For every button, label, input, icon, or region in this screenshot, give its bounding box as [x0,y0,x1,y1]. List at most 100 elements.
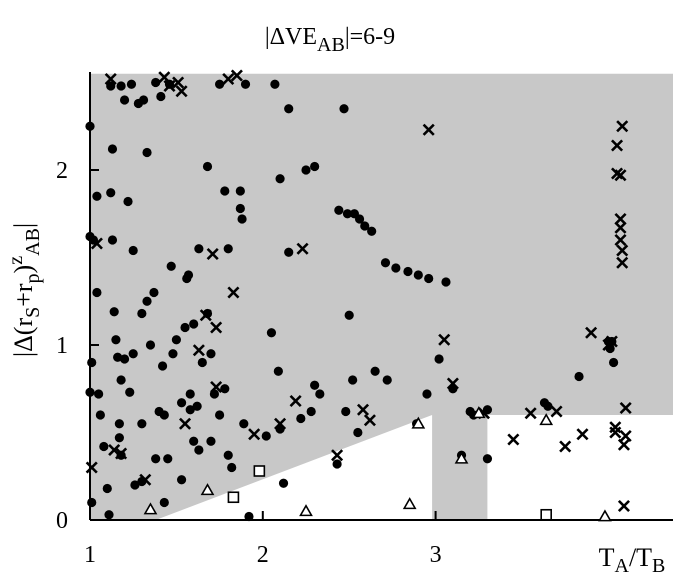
circle-marker-67 [202,161,213,172]
cross-marker-15 [210,321,223,334]
x-axis-label: TA/TB [599,543,666,577]
triangle-marker-7 [539,413,554,426]
circle-marker-106 [348,375,358,385]
cross-marker-34 [576,428,589,441]
circle-marker-59 [185,389,195,399]
circle-marker-55 [176,398,187,408]
circle-marker-17 [109,307,119,317]
triangle-marker-5 [454,451,469,464]
circle-marker-32 [130,480,140,490]
circle-marker-97 [310,161,320,172]
chart-title: |ΔVEAB|=6-9 [265,24,395,56]
circle-marker-91 [278,478,289,488]
cross-marker-7 [163,79,176,93]
circle-marker-101 [334,205,344,215]
circle-marker-99 [315,389,325,399]
cross-marker-21 [289,394,302,408]
cross-marker-17 [227,286,240,299]
circle-marker-103 [341,406,351,417]
cross-marker-43 [614,212,627,226]
cross-marker-39 [609,421,622,434]
circle-marker-130 [543,401,553,411]
circle-marker-111 [367,226,377,236]
circle-marker-41 [149,287,159,298]
cross-marker-44 [614,221,627,234]
circle-marker-108 [353,427,363,438]
circle-marker-13 [106,81,116,91]
circle-marker-18 [111,335,121,345]
circle-marker-16 [107,144,118,154]
cross-marker-37 [605,335,618,348]
circle-marker-60 [185,405,195,415]
cross-marker-5 [139,473,152,486]
circle-marker-79 [235,186,245,196]
cross-marker-48 [616,120,629,133]
circle-marker-128 [482,454,493,464]
circle-marker-12 [104,510,114,520]
circle-marker-121 [434,354,444,364]
circle-marker-5 [87,497,97,508]
circle-marker-76 [223,244,233,254]
circle-marker-119 [422,389,432,399]
circle-marker-89 [275,174,285,184]
circle-marker-0 [85,121,95,131]
circle-marker-86 [266,328,277,338]
circle-marker-30 [128,245,138,256]
data-markers [85,69,632,522]
circle-marker-83 [240,79,251,89]
circle-marker-92 [284,104,294,114]
circle-marker-56 [180,322,190,333]
circle-marker-6 [92,191,102,201]
cross-marker-9 [175,85,188,98]
x-tick-label-2: 3 [430,542,442,568]
y-tick-label-1: 1 [56,333,68,359]
circle-marker-93 [284,247,294,257]
square-marker-0 [227,491,240,504]
circle-marker-7 [92,287,102,298]
circle-marker-82 [239,419,249,429]
cross-marker-2 [104,72,117,86]
circle-marker-61 [189,319,199,329]
cross-marker-47 [616,256,629,269]
cross-marker-13 [206,247,219,261]
cross-marker-45 [614,233,627,247]
circle-marker-114 [382,375,392,385]
cross-marker-12 [199,309,212,322]
cross-marker-52 [619,429,632,443]
cross-marker-3 [108,443,121,457]
cross-marker-32 [550,405,563,418]
circle-marker-14 [106,188,116,198]
cross-marker-24 [356,403,370,416]
circle-marker-113 [380,258,391,268]
cross-marker-18 [230,69,243,82]
circle-marker-120 [424,273,434,284]
x-tick-label-0: 1 [84,542,96,568]
circle-marker-21 [114,433,124,443]
circle-marker-43 [151,454,161,464]
cross-marker-14 [210,380,223,394]
circle-marker-22 [116,375,126,385]
cross-marker-20 [274,417,287,430]
cross-marker-26 [422,123,435,136]
axis-ticks [89,169,437,521]
circle-marker-3 [85,387,95,397]
triangle-marker-4 [411,416,426,429]
circle-marker-27 [123,196,133,207]
cross-marker-6 [158,71,171,84]
circle-marker-53 [171,335,181,345]
circle-marker-98 [310,380,320,390]
circle-marker-72 [215,410,225,420]
circle-marker-131 [574,371,584,382]
y-tick-label-0: 0 [56,508,68,534]
circle-marker-52 [168,349,178,359]
cross-marker-42 [614,169,627,182]
circle-marker-112 [370,366,380,376]
circle-marker-20 [114,419,124,429]
circle-marker-118 [413,270,423,280]
cross-marker-51 [619,401,632,415]
triangle-marker-8 [598,509,612,522]
circle-marker-105 [344,310,354,320]
cross-marker-35 [585,326,598,339]
